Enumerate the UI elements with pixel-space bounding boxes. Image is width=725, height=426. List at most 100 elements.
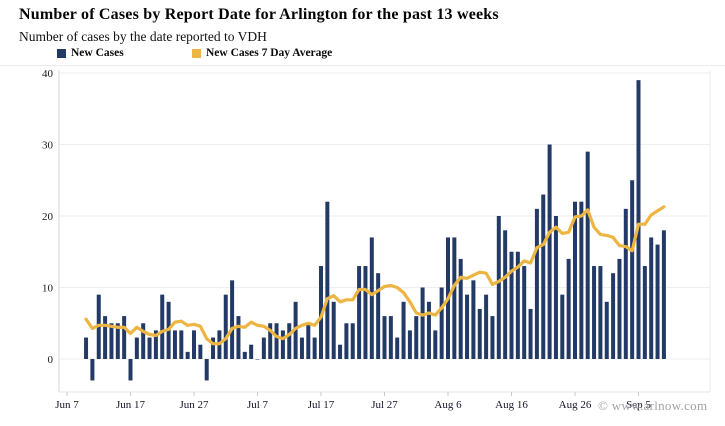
seven-day-average-point	[268, 329, 272, 332]
new-cases-bar	[185, 351, 190, 359]
seven-day-average-point	[459, 275, 463, 279]
seven-day-average-point	[656, 209, 659, 213]
new-cases-bar	[103, 316, 108, 359]
new-cases-bar	[604, 301, 609, 359]
seven-day-average-point	[421, 313, 424, 317]
new-cases-bar	[541, 194, 546, 359]
chart-title: Number of Cases by Report Date for Arlin…	[19, 6, 499, 23]
seven-day-average-point	[211, 342, 215, 346]
new-cases-bar	[515, 251, 520, 359]
new-cases-bar	[172, 330, 177, 359]
seven-day-average-point	[338, 300, 342, 304]
seven-day-average-point	[560, 232, 564, 235]
legend-item-7day-average: New Cases 7 Day Average	[192, 47, 332, 59]
seven-day-average-point	[465, 276, 469, 280]
new-cases-bar	[230, 280, 235, 359]
new-cases-bar	[147, 337, 152, 359]
seven-day-average-point	[440, 306, 443, 310]
seven-day-average-point	[522, 259, 526, 263]
new-cases-bar	[261, 337, 266, 359]
new-cases-bar	[90, 359, 95, 381]
seven-day-average-point	[611, 236, 615, 239]
new-cases-bar	[376, 273, 381, 359]
seven-day-average-point	[376, 289, 380, 292]
x-axis-tick-label: Sep 5	[626, 399, 651, 411]
seven-day-average-point	[592, 225, 596, 229]
seven-day-average-point	[586, 208, 590, 212]
new-cases-bar	[153, 330, 158, 359]
seven-day-average-point	[516, 265, 520, 269]
new-cases-bar	[452, 237, 457, 359]
new-cases-bar	[109, 323, 114, 359]
new-cases-bar	[661, 230, 666, 359]
new-cases-bar	[249, 344, 254, 359]
new-cases-bar	[496, 216, 501, 359]
seven-day-average-point	[256, 323, 259, 327]
header-divider	[0, 65, 725, 66]
new-cases-bar	[331, 301, 336, 359]
chart-subtitle: Number of cases by the date reported to …	[19, 29, 267, 44]
legend-item-new-cases: New Cases	[57, 47, 124, 59]
new-cases-bar	[630, 180, 635, 359]
new-cases-bar	[115, 323, 120, 359]
seven-day-average-point	[510, 269, 513, 273]
new-cases-bar	[553, 216, 558, 359]
x-axis-tick-label: Jun 7	[55, 399, 79, 411]
seven-day-average-point	[624, 245, 628, 249]
seven-day-average-point	[548, 230, 551, 234]
new-cases-legend-swatch	[57, 48, 66, 58]
seven-day-average-point	[224, 337, 228, 340]
new-cases-bar	[128, 359, 133, 381]
seven-day-average-point	[395, 286, 399, 289]
new-cases-bar	[560, 294, 565, 359]
seven-day-average-point	[541, 243, 545, 247]
seven-day-average-point	[472, 273, 475, 277]
seven-day-average-point	[243, 325, 247, 329]
seven-day-average-point	[649, 213, 653, 217]
seven-day-average-point	[281, 337, 285, 340]
seven-day-average-point	[383, 285, 386, 288]
seven-day-average-point	[662, 205, 666, 209]
seven-day-average-point	[249, 320, 253, 324]
new-cases-bar	[401, 301, 406, 359]
new-cases-bar	[287, 323, 292, 359]
new-cases-bar	[255, 359, 260, 360]
seven-day-average-point	[491, 283, 494, 286]
new-cases-bar	[141, 323, 146, 359]
seven-day-average-point	[637, 222, 640, 226]
average-legend-label: New Cases 7 Day Average	[206, 47, 333, 59]
new-cases-bar	[338, 344, 343, 359]
seven-day-average-point	[357, 288, 361, 291]
new-cases-bar	[280, 330, 285, 359]
average-legend-swatch	[192, 48, 201, 58]
x-axis-tick-label: Jun 17	[116, 399, 146, 411]
seven-day-average-point	[122, 325, 126, 329]
seven-day-average-point	[218, 342, 221, 346]
x-axis-tick-label: Jul 17	[308, 399, 335, 411]
new-cases-bar	[439, 287, 444, 359]
seven-day-average-point	[186, 323, 190, 327]
seven-day-average-point	[103, 323, 107, 327]
new-cases-bar	[522, 266, 527, 359]
seven-day-average-point	[300, 323, 304, 327]
new-cases-bar	[395, 337, 400, 359]
seven-day-average-point	[287, 333, 291, 336]
seven-day-average-point	[294, 327, 297, 330]
new-cases-legend-label: New Cases	[71, 47, 124, 59]
new-cases-bar	[598, 266, 603, 359]
new-cases-bar	[420, 287, 425, 359]
new-cases-bar	[414, 316, 419, 359]
new-cases-bar	[566, 258, 571, 359]
seven-day-average-point	[173, 320, 177, 324]
seven-day-average-point	[325, 297, 329, 301]
seven-day-average-point	[192, 322, 196, 326]
y-axis-tick-label: 10	[42, 283, 54, 295]
seven-day-average-point	[154, 334, 158, 337]
seven-day-average-point	[580, 214, 583, 218]
new-cases-bar	[84, 337, 89, 359]
x-axis-tick-label: Aug 16	[495, 399, 528, 411]
seven-day-average-point	[433, 313, 437, 317]
seven-day-average-point	[351, 298, 355, 302]
seven-day-average-point	[110, 324, 113, 328]
